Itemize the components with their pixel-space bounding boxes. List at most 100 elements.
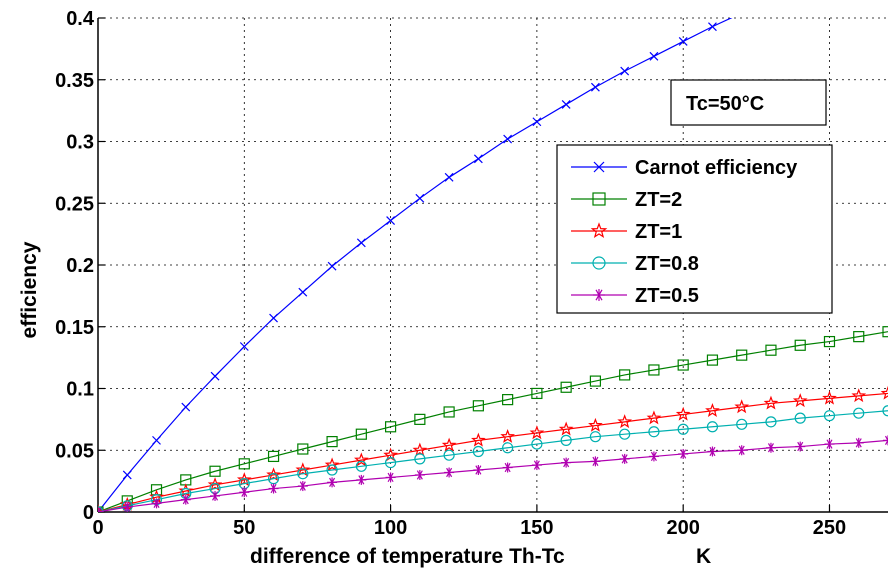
data-point — [763, 395, 779, 410]
data-point — [619, 453, 630, 464]
data-point — [502, 394, 514, 406]
y-tick-label: 0.3 — [66, 132, 94, 154]
data-point — [619, 428, 631, 440]
data-point — [356, 238, 366, 248]
series-line — [98, 331, 888, 512]
data-point — [295, 462, 311, 477]
data-point — [677, 359, 689, 371]
data-point — [152, 435, 161, 445]
data-point — [443, 406, 455, 418]
data-point — [267, 450, 280, 463]
data-point — [472, 400, 484, 412]
data-point — [708, 22, 717, 32]
data-point — [619, 369, 631, 381]
data-point — [824, 439, 835, 450]
data-point — [765, 344, 777, 356]
data-point — [558, 421, 574, 436]
legend-item: ZT=2 — [571, 189, 682, 211]
annotation-text: Tc=50°C — [686, 93, 764, 115]
data-point — [503, 134, 513, 144]
data-point — [324, 457, 340, 472]
data-point — [738, 9, 746, 17]
y-axis-label: efficiency — [18, 241, 41, 338]
data-point — [823, 335, 836, 348]
data-point — [561, 100, 571, 109]
data-point — [238, 458, 250, 470]
data-point — [98, 507, 103, 512]
data-point — [707, 446, 718, 457]
y-tick-label: 0.35 — [55, 70, 94, 92]
data-point — [210, 490, 221, 501]
data-point — [122, 470, 132, 480]
data-point — [882, 326, 888, 338]
data-point — [355, 428, 367, 440]
y-tick-label: 0.2 — [66, 255, 94, 277]
data-point — [298, 287, 308, 297]
data-point — [384, 421, 397, 433]
data-point — [593, 289, 605, 301]
data-point — [326, 436, 338, 448]
series-3 — [98, 405, 888, 512]
data-point — [851, 388, 867, 403]
data-point — [297, 481, 308, 492]
data-point — [441, 437, 457, 452]
data-point — [151, 498, 162, 509]
data-point — [414, 453, 426, 465]
data-point — [620, 66, 630, 76]
data-point — [386, 216, 396, 225]
data-point — [592, 256, 606, 270]
data-point — [444, 172, 454, 182]
data-point — [592, 192, 606, 206]
data-point — [736, 445, 747, 456]
data-point — [122, 502, 133, 512]
data-point — [765, 416, 777, 428]
data-point — [297, 468, 309, 480]
x-tick-label: 150 — [520, 517, 553, 539]
data-point — [795, 441, 806, 452]
data-point — [385, 472, 396, 483]
data-point — [384, 457, 397, 469]
data-point — [678, 448, 689, 459]
data-point — [767, 0, 775, 5]
data-point — [356, 474, 367, 485]
legend-label: ZT=2 — [635, 189, 682, 211]
series-group — [98, 0, 888, 512]
series-line — [98, 410, 888, 512]
data-point — [180, 494, 191, 505]
data-point — [853, 331, 865, 343]
data-point — [589, 375, 602, 387]
data-point — [471, 432, 486, 447]
data-point — [590, 222, 608, 239]
legend-item: Carnot efficiency — [571, 157, 798, 179]
data-point — [502, 462, 513, 473]
data-point — [266, 467, 281, 482]
data-point — [473, 465, 484, 476]
y-tick-label: 0 — [83, 502, 94, 524]
data-point — [414, 469, 425, 480]
legend-item: ZT=0.5 — [571, 285, 699, 307]
data-point — [236, 472, 252, 487]
tick-labels: 0 50 100 150 200 250 0 0.05 0.1 0.15 0.2 0.25 0.3 0.3… — [55, 8, 846, 539]
data-point — [794, 412, 806, 424]
data-point — [443, 449, 455, 461]
series-0 — [98, 0, 775, 512]
data-point — [500, 428, 515, 443]
legend-item: ZT=1 — [571, 221, 682, 243]
data-point — [648, 426, 660, 438]
data-point — [181, 402, 191, 412]
data-point — [326, 464, 338, 476]
data-point — [412, 442, 428, 457]
data-point — [705, 403, 720, 417]
data-point — [648, 451, 659, 462]
data-point — [415, 193, 425, 203]
data-point — [472, 445, 484, 458]
annotation-box: Tc=50°C — [670, 79, 827, 126]
data-point — [882, 405, 888, 417]
y-tick-label: 0.15 — [55, 317, 94, 339]
data-point — [706, 354, 719, 366]
data-point — [532, 117, 542, 127]
data-point — [531, 460, 542, 471]
data-point — [649, 51, 659, 61]
data-point — [853, 437, 864, 448]
legend-item: ZT=0.8 — [571, 253, 699, 275]
